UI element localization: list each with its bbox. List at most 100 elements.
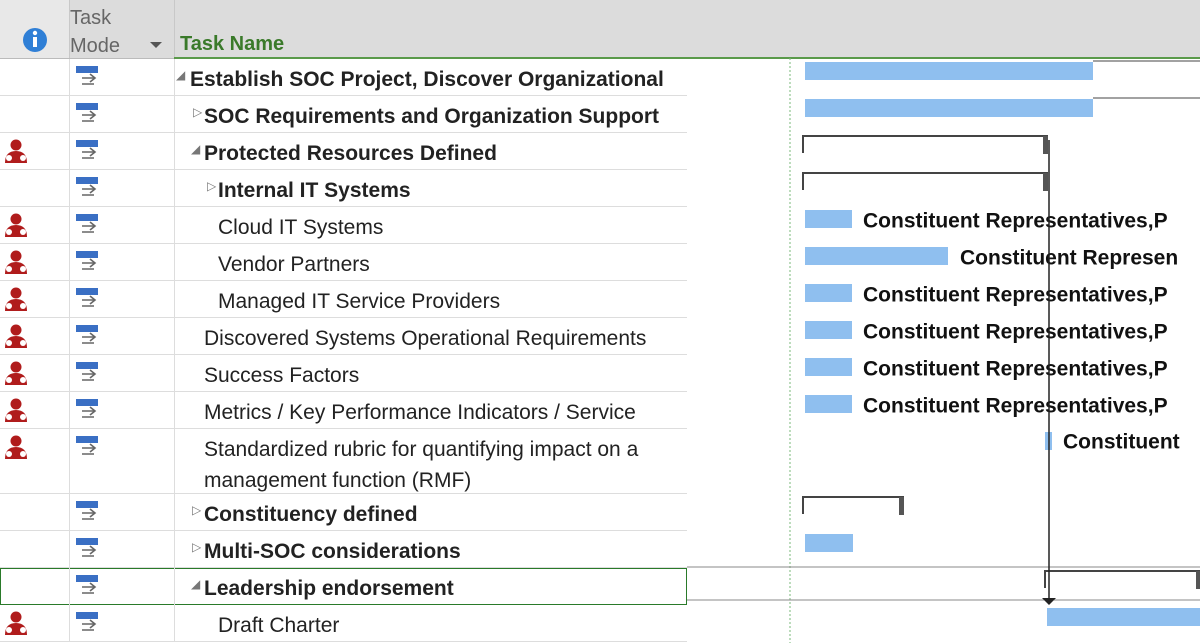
cell-divider: [174, 281, 175, 318]
cell-divider: [69, 429, 70, 494]
cell-divider: [69, 133, 70, 170]
task-row[interactable]: ◢ Establish SOC Project, Discover Organiz…: [0, 59, 687, 96]
resource-icon: [3, 323, 29, 354]
cell-divider: [174, 392, 175, 429]
summary-bar: [802, 496, 904, 514]
gantt-bar: [805, 358, 852, 376]
task-name: Leadership endorsement: [204, 577, 454, 600]
cell-divider: [69, 531, 70, 568]
task-mode-icon: [74, 64, 102, 93]
task-name: Discovered Systems Operational Requireme…: [204, 327, 647, 350]
cell-divider: [174, 355, 175, 392]
task-row[interactable]: Metrics / Key Performance Indicators / S…: [0, 392, 687, 429]
expand-toggle[interactable]: ▷: [193, 105, 203, 119]
info-icon: [23, 28, 47, 52]
task-name-header[interactable]: Task Name: [180, 33, 285, 55]
dropdown-arrow[interactable]: [148, 40, 164, 50]
task-mode-icon: [74, 175, 102, 204]
resource-label: Constituent Representatives,P: [863, 210, 1168, 233]
task-row[interactable]: ▷ Multi-SOC considerations: [0, 531, 687, 568]
task-mode-icon: [74, 138, 102, 167]
cell-divider: [69, 568, 70, 605]
task-mode-icon: [74, 286, 102, 315]
gantt-chart: Constituent Representatives,P Constituent…: [687, 58, 1200, 643]
summary-bar: [802, 135, 1048, 153]
indicator-header: [0, 0, 70, 58]
task-mode-icon: [74, 536, 102, 565]
expand-toggle[interactable]: ▷: [192, 540, 202, 554]
cell-divider: [174, 494, 175, 531]
task-row[interactable]: ◢ Leadership endorsement: [0, 568, 687, 605]
task-mode-icon: [74, 360, 102, 389]
resource-label: Constituent Representatives,P: [863, 284, 1168, 307]
cell-divider: [69, 207, 70, 244]
task-mode-icon: [74, 212, 102, 241]
task-row[interactable]: Vendor Partners: [0, 244, 687, 281]
column-divider: [70, 0, 175, 58]
summary-end: [899, 497, 904, 515]
expand-toggle[interactable]: ◢: [191, 142, 201, 156]
task-row[interactable]: Discovered Systems Operational Requireme…: [0, 318, 687, 355]
resource-icon: [3, 397, 29, 428]
expand-toggle[interactable]: ▷: [192, 503, 202, 517]
cell-divider: [174, 133, 175, 170]
resource-icon: [3, 434, 29, 465]
cell-divider: [174, 96, 175, 133]
task-mode-icon: [74, 323, 102, 352]
gantt-bar: [1047, 608, 1200, 626]
cell-divider: [69, 281, 70, 318]
task-row[interactable]: Success Factors: [0, 355, 687, 392]
task-name: Multi-SOC considerations: [204, 540, 461, 563]
gantt-bar: [805, 534, 853, 552]
cell-divider: [174, 531, 175, 568]
cell-divider: [174, 605, 175, 642]
cell-divider: [174, 59, 175, 96]
task-name: SOC Requirements and Organization Suppor…: [204, 105, 660, 128]
task-row[interactable]: Standardized rubric for quantifying impa…: [0, 429, 687, 494]
summary-end: [1043, 173, 1048, 191]
expand-toggle[interactable]: ◢: [176, 68, 186, 82]
expand-toggle[interactable]: ▷: [207, 179, 217, 193]
resource-icon: [3, 360, 29, 391]
resource-icon: [3, 286, 29, 317]
resource-label: Constituent Represen: [960, 247, 1178, 270]
gantt-bar: [805, 210, 852, 228]
cell-divider: [69, 355, 70, 392]
resource-label: Constituent Representatives,P: [863, 358, 1168, 381]
task-name: Standardized rubric for quantifying impa…: [204, 438, 639, 492]
task-row[interactable]: Managed IT Service Providers: [0, 281, 687, 318]
task-mode-icon: [74, 573, 102, 602]
task-mode-icon: [74, 101, 102, 130]
cell-divider: [174, 207, 175, 244]
summary-link: [1093, 60, 1200, 99]
resource-icon: [3, 138, 29, 169]
task-name: Internal IT Systems: [218, 179, 411, 202]
summary-end: [1196, 571, 1200, 589]
cell-divider: [69, 170, 70, 207]
task-row[interactable]: Cloud IT Systems: [0, 207, 687, 244]
task-row[interactable]: ◢ Protected Resources Defined: [0, 133, 687, 170]
task-mode-header[interactable]: Task Mode: [70, 7, 121, 57]
task-row[interactable]: ▷ SOC Requirements and Organization Suppo…: [0, 96, 687, 133]
cell-divider: [69, 605, 70, 642]
cell-divider: [69, 494, 70, 531]
task-name: Establish SOC Project, Discover Organiza…: [190, 68, 664, 91]
task-row[interactable]: Draft Charter: [0, 605, 687, 642]
summary-end: [1043, 136, 1048, 154]
resource-label: Constituent: [1063, 431, 1180, 454]
resource-label: Constituent Representatives,P: [863, 395, 1168, 418]
cell-divider: [174, 170, 175, 207]
cell-divider: [69, 392, 70, 429]
task-row[interactable]: ▷ Internal IT Systems: [0, 170, 687, 207]
task-row[interactable]: ▷ Constituency defined: [0, 494, 687, 531]
cell-divider: [69, 59, 70, 96]
cell-divider: [174, 244, 175, 281]
cell-divider: [174, 429, 175, 494]
arrow-head: [1042, 598, 1056, 605]
expand-toggle[interactable]: ◢: [191, 577, 201, 591]
gantt-bar: [805, 284, 852, 302]
task-name: Draft Charter: [218, 614, 340, 637]
task-mode-icon: [74, 499, 102, 528]
task-name: Cloud IT Systems: [218, 216, 384, 239]
